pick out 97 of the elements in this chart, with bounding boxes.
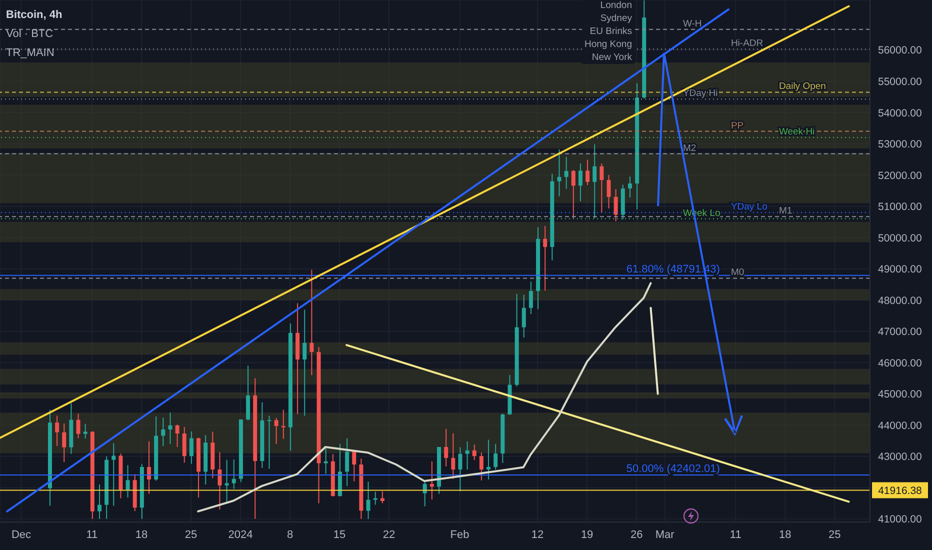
- ref-line-label: M0: [730, 267, 744, 278]
- candlestick: [168, 412, 172, 444]
- y-tick-label: 50000.00: [878, 232, 922, 244]
- candlestick: [578, 162, 582, 202]
- candlestick: [112, 442, 116, 506]
- candlestick: [182, 426, 186, 464]
- candlestick: [586, 159, 590, 186]
- candlestick: [606, 174, 611, 209]
- candlestick: [161, 417, 166, 447]
- candlestick: [564, 156, 568, 190]
- candlestick: [444, 428, 448, 467]
- candlestick: [147, 440, 151, 494]
- y-tick-label: 45000.00: [878, 388, 922, 401]
- x-tick-label: 19: [580, 528, 594, 541]
- candlestick: [302, 309, 307, 416]
- y-tick-label: 44000.00: [878, 420, 922, 432]
- x-tick-label: Feb: [450, 528, 470, 541]
- y-tick-label: 53000.00: [878, 138, 922, 151]
- annotation: London: [582, 0, 634, 12]
- candlestick: [366, 481, 370, 520]
- x-tick-label: Mar: [655, 528, 675, 541]
- x-tick-label: 2024: [228, 528, 253, 541]
- candlestick: [557, 148, 562, 197]
- candlestick: [267, 415, 272, 470]
- candlestick: [628, 176, 632, 198]
- ref-line-label: M2: [682, 142, 696, 154]
- candlestick: [451, 432, 456, 480]
- ref-line-label: PP: [730, 120, 744, 132]
- text: Bitcoin, 4h: [6, 8, 62, 23]
- x-tick-label: 11: [730, 528, 742, 541]
- candlestick: [232, 458, 236, 490]
- candlestick: [543, 225, 548, 292]
- x-tick-label: 25: [828, 528, 841, 541]
- x-tick-label: Dec: [11, 528, 32, 541]
- ref-line-label: Hi-ADR: [730, 38, 764, 50]
- candlestick: [373, 491, 378, 506]
- ref-line-label: YDay Hi: [682, 88, 718, 100]
- x-tick-label: 8: [286, 528, 294, 541]
- ref-line-label: M1: [778, 206, 792, 217]
- candlestick: [614, 188, 618, 222]
- annotation: New York: [582, 52, 634, 64]
- x-tick-label: 18: [135, 528, 148, 541]
- y-tick-label: 47000.00: [878, 326, 922, 338]
- candlestick: [472, 444, 476, 461]
- y-tick-label: 48000.00: [878, 294, 922, 307]
- x-tick-label: 11: [86, 528, 98, 541]
- annotation: Sydney: [582, 13, 634, 25]
- y-tick-label: 54000.00: [878, 107, 922, 120]
- ref-line-label: YDay Lo: [730, 202, 768, 213]
- candlestick: [486, 439, 491, 480]
- y-tick-label: 51000.00: [878, 201, 922, 214]
- x-tick-label: 26: [630, 528, 643, 541]
- candlestick: [97, 484, 102, 520]
- candlestick: [62, 423, 66, 462]
- candlestick: [55, 415, 60, 447]
- annotation: EU Brinks: [582, 26, 634, 38]
- candlestick: [83, 423, 88, 440]
- x-tick-label: 25: [184, 528, 198, 541]
- candlestick: [310, 269, 314, 376]
- candlestick: [224, 459, 229, 504]
- ref-line-label: W-H: [682, 18, 702, 30]
- candlestick: [600, 162, 604, 214]
- annotation: Hong Kong: [582, 39, 634, 51]
- candlestick: [494, 443, 498, 470]
- y-tick-label: 49000.00: [878, 264, 922, 276]
- ref-line-label: 50.00% (42402.01): [626, 463, 720, 476]
- candlestick: [592, 144, 597, 219]
- ref-line-label: 41916.38: [878, 485, 922, 498]
- candlestick: [522, 294, 526, 338]
- y-tick-label: 52000.00: [878, 170, 922, 182]
- candlestick: [76, 413, 80, 439]
- candlestick: [218, 452, 222, 510]
- candlestick: [465, 440, 470, 470]
- candlestick: [175, 424, 180, 448]
- x-tick-label: 15: [333, 528, 346, 541]
- y-tick-label: 46000.00: [878, 357, 922, 370]
- candlestick: [126, 464, 130, 498]
- candlestick: [345, 438, 350, 487]
- x-tick-label: 18: [778, 528, 792, 541]
- ref-line-label: Daily Open: [778, 81, 826, 92]
- candlestick: [281, 409, 286, 440]
- candlestick: [352, 450, 356, 482]
- candlestick: [528, 281, 533, 315]
- candlestick: [189, 430, 194, 464]
- y-tick-label: 43000.00: [878, 451, 922, 464]
- y-tick-label: 55000.00: [878, 76, 922, 88]
- candlestick: [274, 417, 278, 444]
- annotation: TR_MAIN: [6, 46, 56, 61]
- candlestick: [571, 170, 576, 219]
- annotation: Vol · BTC: [6, 27, 54, 42]
- x-tick-label: 12: [531, 528, 544, 541]
- y-tick-label: 41000.00: [878, 514, 922, 526]
- x-tick-label: 22: [382, 528, 396, 541]
- candlestick: [380, 490, 384, 504]
- candlestick: [458, 446, 462, 492]
- y-tick-label: 56000.00: [878, 44, 922, 57]
- candlestick: [479, 452, 484, 481]
